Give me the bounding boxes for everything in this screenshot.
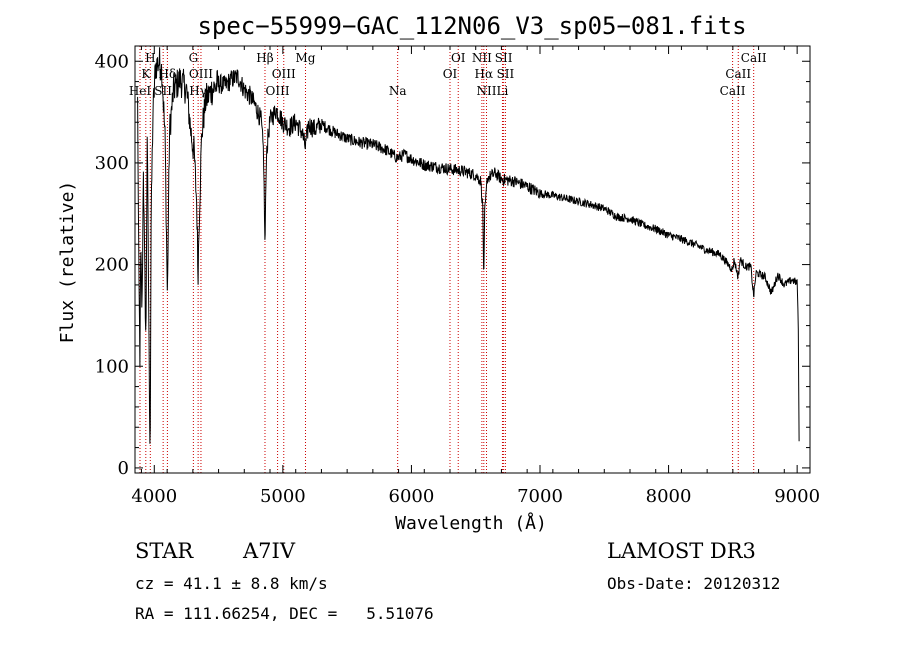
line-label: SII	[495, 51, 513, 65]
line-label: G	[189, 51, 199, 65]
line-label: Hδ	[159, 67, 177, 81]
x-tick-label: 9000	[774, 486, 820, 507]
line-label: OIII	[272, 67, 296, 81]
line-label: OIII	[189, 67, 213, 81]
line-label: OI	[443, 67, 458, 81]
line-label: NII	[472, 51, 492, 65]
y-axis-ticks: 0 100 200 300 400	[95, 51, 810, 479]
line-label: Hα	[475, 67, 494, 81]
y-tick-label: 300	[95, 153, 129, 174]
line-label: H	[145, 51, 155, 65]
line-label: Na	[389, 84, 407, 98]
emission-line-markers	[139, 46, 755, 473]
y-tick-label: 0	[118, 458, 129, 479]
y-axis-label: Flux (relative)	[57, 181, 78, 344]
line-label: CaII	[720, 84, 746, 98]
line-label: HeI	[129, 84, 152, 98]
line-label: Hβ	[256, 51, 273, 65]
line-label: SII	[154, 84, 172, 98]
chart-title: spec−55999−GAC_112N06_V3_sp05−081.fits	[197, 12, 746, 40]
line-label: SII	[497, 67, 515, 81]
x-axis-label: Wavelength (Å)	[395, 512, 547, 534]
x-tick-label: 8000	[646, 486, 692, 507]
object-subclass: A7IV	[243, 539, 295, 563]
line-label: OI	[451, 51, 466, 65]
line-label: Mg	[296, 51, 316, 65]
survey-name: LAMOST DR3	[607, 539, 756, 563]
y-tick-label: 100	[95, 356, 129, 377]
x-tick-label: 7000	[517, 486, 563, 507]
line-label: K	[141, 67, 151, 81]
line-label: Li	[497, 84, 509, 98]
x-axis-ticks: 4000 5000 6000 7000 8000 9000	[131, 46, 820, 507]
spectrum-line	[137, 47, 800, 444]
coordinates-readout: RA = 111.66254, DEC = 5.51076	[135, 604, 434, 623]
line-label: OIII	[266, 84, 290, 98]
line-label: NII	[477, 84, 497, 98]
observation-date: Obs-Date: 20120312	[607, 574, 781, 593]
x-tick-label: 4000	[131, 486, 177, 507]
x-tick-label: 6000	[389, 486, 435, 507]
y-tick-label: 400	[95, 51, 129, 72]
x-tick-label: 5000	[260, 486, 306, 507]
object-type: STAR	[135, 539, 194, 563]
line-label: Hγ	[189, 84, 207, 98]
plot-frame	[134, 45, 811, 474]
line-label: CaII	[741, 51, 767, 65]
redshift-readout: cz = 41.1 ± 8.8 km/s	[135, 574, 328, 593]
y-tick-label: 200	[95, 255, 129, 276]
line-label: CaII	[725, 67, 751, 81]
